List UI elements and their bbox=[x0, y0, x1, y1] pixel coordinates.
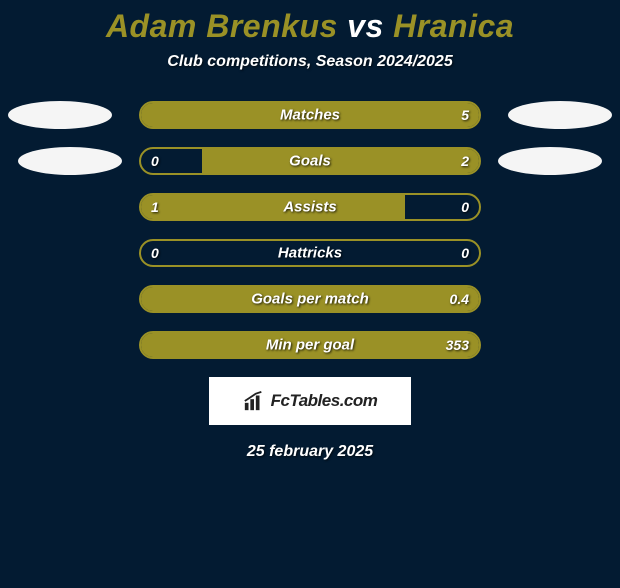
stat-label: Min per goal bbox=[266, 337, 354, 354]
stat-value-left: 1 bbox=[151, 199, 159, 215]
player1-name: Adam Brenkus bbox=[106, 8, 338, 44]
player1-avatar-shape bbox=[8, 101, 112, 129]
stat-row: Goals 0 2 bbox=[139, 147, 481, 175]
player2-avatar-shape bbox=[508, 101, 612, 129]
chart-icon bbox=[243, 390, 265, 412]
logo-box: FcTables.com bbox=[209, 377, 411, 425]
stat-value-left: 0 bbox=[151, 153, 159, 169]
stat-value-right: 0.4 bbox=[450, 291, 469, 307]
vs-text: vs bbox=[347, 8, 384, 44]
stat-bar-right-fill bbox=[202, 149, 479, 173]
logo-text: FcTables.com bbox=[271, 391, 378, 411]
comparison-chart: Matches5Goals02Assists10Hattricks00Goals… bbox=[0, 101, 620, 359]
stat-row: Goals per match 0.4 bbox=[139, 285, 481, 313]
stat-row: Hattricks 0 0 bbox=[139, 239, 481, 267]
stat-value-right: 0 bbox=[461, 199, 469, 215]
subtitle: Club competitions, Season 2024/2025 bbox=[0, 53, 620, 71]
player2-name: Hranica bbox=[393, 8, 514, 44]
snapshot-date: 25 february 2025 bbox=[0, 443, 620, 461]
stat-row: Matches 5 bbox=[139, 101, 481, 129]
stat-label: Goals bbox=[289, 153, 331, 170]
stat-label: Matches bbox=[280, 107, 340, 124]
stat-value-right: 0 bbox=[461, 245, 469, 261]
stat-bar-left-fill bbox=[141, 195, 405, 219]
stat-value-right: 5 bbox=[461, 107, 469, 123]
player2-avatar-shape-2 bbox=[498, 147, 602, 175]
stat-label: Assists bbox=[283, 199, 336, 216]
stat-value-right: 2 bbox=[461, 153, 469, 169]
stat-row: Min per goal 353 bbox=[139, 331, 481, 359]
stat-row: Assists 1 0 bbox=[139, 193, 481, 221]
stat-bars: Matches5Goals02Assists10Hattricks00Goals… bbox=[139, 101, 481, 359]
stat-label: Goals per match bbox=[251, 291, 369, 308]
stat-label: Hattricks bbox=[278, 245, 342, 262]
comparison-title: Adam Brenkus vs Hranica bbox=[0, 8, 620, 45]
stat-value-right: 353 bbox=[446, 337, 469, 353]
player1-avatar-shape-2 bbox=[18, 147, 122, 175]
stat-value-left: 0 bbox=[151, 245, 159, 261]
